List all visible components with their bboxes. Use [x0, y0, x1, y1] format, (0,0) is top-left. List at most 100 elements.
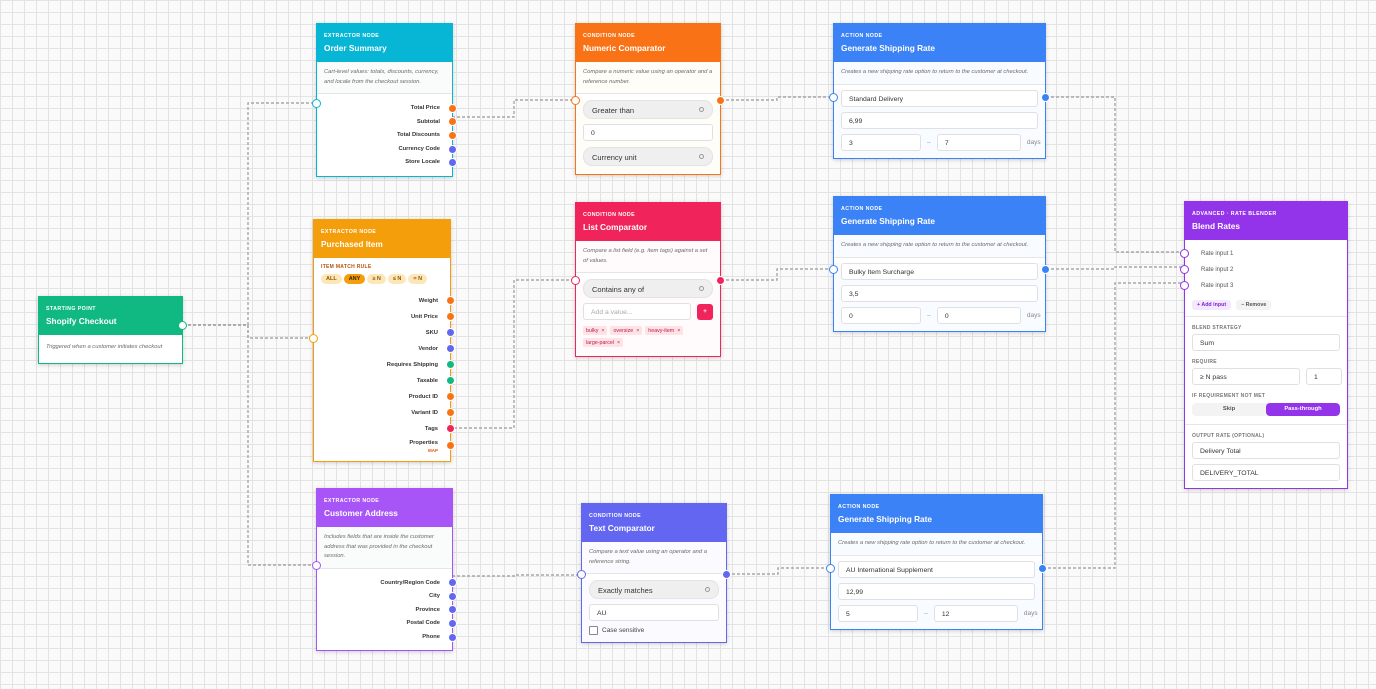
port[interactable] [448, 605, 457, 615]
remove-input-button[interactable]: − Remove [1236, 300, 1272, 310]
port[interactable] [309, 334, 318, 343]
node-body: AU International Supplement 12,99 5–12 days [831, 560, 1042, 629]
port[interactable] [448, 130, 457, 140]
match-rule-option[interactable]: ANY [343, 274, 366, 284]
match-rule-option[interactable]: ≤ N [387, 274, 407, 284]
rate-name-input[interactable]: Standard Delivery [841, 89, 1038, 107]
checkbox[interactable]: Case sensitive [589, 626, 719, 635]
output-label: Variant ID [411, 410, 438, 416]
port[interactable] [448, 619, 457, 629]
output-field: Product ID [314, 389, 455, 405]
port[interactable] [571, 276, 580, 285]
node-description: Triggered when a customer initiates chec… [46, 344, 163, 350]
days-row: 3–7 days [841, 133, 1041, 151]
require-n-input[interactable]: 1 [1306, 368, 1342, 385]
port[interactable] [312, 99, 321, 108]
port[interactable] [1041, 93, 1050, 102]
port[interactable] [446, 328, 455, 337]
port[interactable] [826, 564, 835, 573]
port[interactable] [1180, 265, 1189, 274]
node: ACTION NODE Generate Shipping Rate Creates… [829, 196, 1050, 332]
port[interactable] [448, 144, 457, 154]
port[interactable] [446, 312, 455, 321]
port[interactable] [446, 424, 455, 433]
port[interactable] [448, 103, 457, 113]
port[interactable] [446, 344, 455, 353]
output-label: Properties [409, 440, 438, 446]
add-button[interactable]: + [697, 303, 713, 320]
min-days-input[interactable]: 0 [841, 306, 921, 324]
port[interactable] [312, 561, 321, 570]
unit-select[interactable]: Currency unit [583, 147, 713, 166]
port[interactable] [716, 276, 725, 285]
node-title: Order Summary [324, 43, 387, 53]
port[interactable] [1038, 564, 1047, 573]
strategy-select[interactable]: Sum [1192, 334, 1340, 351]
node-description: Includes fields that are inside the cust… [317, 527, 452, 569]
rate-name-input[interactable]: Bulky Item Surcharge [841, 262, 1038, 280]
rate-name-input[interactable]: AU International Supplement [838, 560, 1035, 578]
port[interactable] [446, 408, 455, 417]
port[interactable] [571, 96, 580, 105]
port[interactable] [1180, 249, 1189, 258]
port[interactable] [446, 296, 455, 305]
tag-remove[interactable]: × [636, 327, 640, 334]
port[interactable] [446, 376, 455, 385]
port[interactable] [722, 570, 731, 579]
price-input[interactable]: 12,99 [838, 582, 1035, 600]
port[interactable] [577, 570, 586, 579]
require-row: ≥ N pass 1 [1192, 368, 1342, 385]
tag-remove[interactable]: × [616, 339, 621, 346]
port[interactable] [448, 578, 457, 588]
value-input[interactable]: AU [589, 604, 719, 621]
output-key-input[interactable]: DELIVERY_TOTAL [1192, 464, 1340, 481]
node-kind: ADVANCED · RATE BLENDER [1192, 211, 1277, 217]
port[interactable] [716, 96, 725, 105]
node-title: List Comparator [583, 222, 648, 232]
port[interactable] [448, 158, 457, 168]
match-rule-option[interactable]: ALL [321, 274, 342, 284]
port[interactable] [448, 117, 457, 127]
port[interactable] [829, 265, 838, 274]
port[interactable] [1180, 281, 1189, 290]
tag-remove[interactable]: × [677, 327, 681, 334]
match-rule-option[interactable]: = N [408, 274, 428, 284]
edge [721, 96, 833, 101]
rate-input: Rate input 1 [1180, 246, 1347, 262]
value-input[interactable]: 0 [583, 124, 713, 141]
strategy-label: BLEND STRATEGY [1192, 325, 1242, 331]
operator-select[interactable]: Greater than [583, 100, 713, 119]
require-select[interactable]: ≥ N pass [1192, 368, 1300, 385]
days-row: 0–0 days [841, 306, 1041, 324]
match-rule-option[interactable]: ≥ N [367, 274, 386, 284]
fallback-option[interactable]: Skip [1222, 406, 1236, 412]
operator-select[interactable]: Exactly matches [589, 580, 719, 599]
port[interactable] [448, 591, 457, 601]
operator-select[interactable]: Contains any of [583, 279, 713, 298]
match-rule-label: ITEM MATCH RULE [321, 264, 372, 270]
output-name-input[interactable]: Delivery Total [1192, 442, 1340, 459]
port[interactable] [829, 93, 838, 102]
port[interactable] [446, 392, 455, 401]
tag: bulky × [583, 326, 608, 335]
tag-remove[interactable]: × [601, 327, 605, 334]
min-days-input[interactable]: 3 [841, 133, 921, 151]
fallback-option[interactable]: Pass-through [1266, 403, 1340, 416]
price-input[interactable]: 3,5 [841, 284, 1038, 302]
port[interactable] [1041, 265, 1050, 274]
add-input-button[interactable]: + Add input [1192, 300, 1232, 310]
port[interactable] [448, 632, 457, 642]
min-days-input[interactable]: 5 [838, 604, 918, 622]
edge [1043, 282, 1184, 569]
value-input[interactable]: Add a value... [583, 303, 691, 320]
max-days-input[interactable]: 7 [936, 133, 1021, 151]
max-days-input[interactable]: 0 [936, 306, 1021, 324]
max-days-input[interactable]: 12 [933, 604, 1018, 622]
port[interactable] [446, 360, 455, 369]
price-input[interactable]: 6,99 [841, 111, 1038, 129]
port[interactable] [446, 441, 455, 450]
node: STARTING POINT Shopify Checkout Triggered … [38, 296, 187, 364]
node-title: Shopify Checkout [46, 316, 117, 326]
port[interactable] [178, 321, 187, 330]
output-label: Weight [418, 298, 438, 304]
